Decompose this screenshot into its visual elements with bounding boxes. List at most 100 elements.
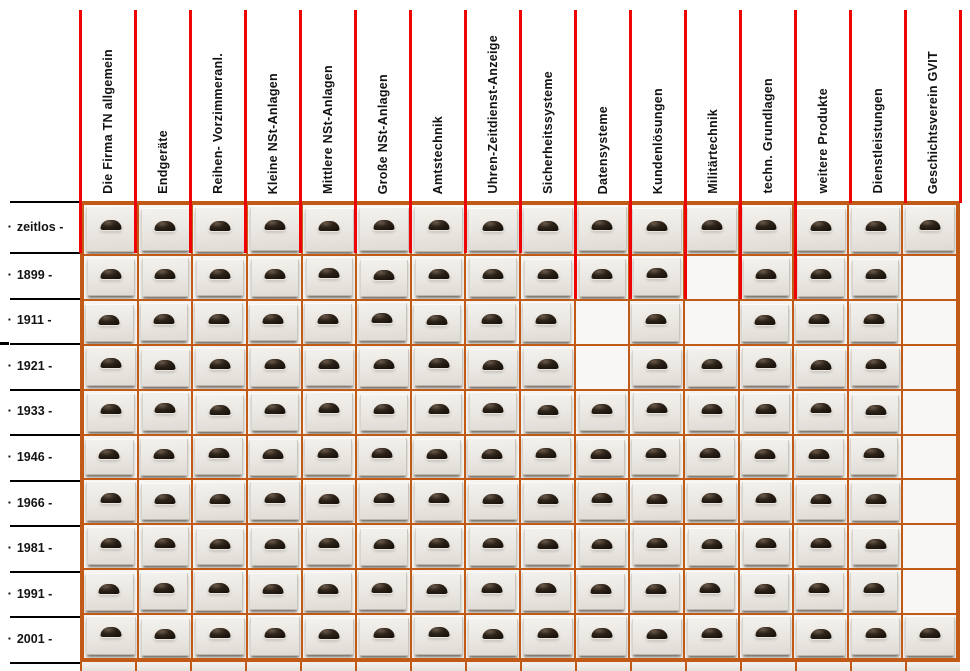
drawer-cell[interactable] (683, 569, 739, 615)
drawer-cell[interactable] (356, 479, 411, 525)
drawer-cell[interactable] (902, 614, 957, 659)
drawer-cell[interactable] (465, 299, 520, 345)
drawer-cell[interactable] (192, 299, 247, 345)
drawer-cell[interactable] (137, 524, 193, 570)
drawer-cell[interactable] (192, 255, 247, 300)
drawer-cell[interactable] (301, 389, 357, 435)
drawer-cell[interactable] (410, 255, 466, 300)
drawer-cell[interactable] (83, 569, 138, 615)
drawer-cell[interactable] (793, 389, 848, 435)
drawer-cell[interactable] (246, 389, 302, 435)
drawer-cell[interactable] (793, 204, 848, 255)
drawer-cell[interactable] (137, 434, 193, 480)
drawer-cell[interactable] (793, 614, 848, 659)
drawer-cell[interactable] (410, 614, 466, 659)
drawer-cell[interactable] (137, 344, 193, 390)
drawer-cell[interactable] (738, 524, 794, 570)
drawer-cell[interactable] (738, 434, 794, 480)
drawer-cell[interactable] (683, 524, 739, 570)
drawer-cell[interactable] (520, 569, 575, 615)
drawer-cell[interactable] (520, 299, 575, 345)
drawer-cell[interactable] (520, 479, 575, 525)
drawer-cell[interactable] (301, 344, 357, 390)
drawer-cell[interactable] (793, 434, 848, 480)
drawer-cell[interactable] (301, 479, 357, 525)
drawer-cell[interactable] (629, 614, 684, 659)
drawer-cell[interactable] (356, 344, 411, 390)
drawer-cell[interactable] (246, 344, 302, 390)
drawer-cell[interactable] (793, 344, 848, 390)
drawer-cell[interactable] (629, 255, 684, 300)
drawer-cell[interactable] (683, 344, 739, 390)
drawer-cell[interactable] (683, 614, 739, 659)
drawer-cell[interactable] (738, 569, 794, 615)
drawer-cell[interactable] (356, 389, 411, 435)
drawer-cell[interactable] (246, 524, 302, 570)
drawer-cell[interactable] (137, 389, 193, 435)
drawer-cell[interactable] (574, 255, 630, 300)
drawer-cell[interactable] (902, 204, 957, 255)
drawer-cell[interactable] (847, 344, 903, 390)
drawer-cell[interactable] (410, 479, 466, 525)
drawer-cell[interactable] (192, 389, 247, 435)
drawer-cell[interactable] (356, 524, 411, 570)
drawer-cell[interactable] (410, 434, 466, 480)
drawer-cell[interactable] (738, 344, 794, 390)
drawer-cell[interactable] (410, 204, 466, 255)
drawer-cell[interactable] (793, 299, 848, 345)
drawer-cell[interactable] (574, 434, 630, 480)
drawer-cell[interactable] (847, 204, 903, 255)
drawer-cell[interactable] (847, 255, 903, 300)
drawer-cell[interactable] (465, 255, 520, 300)
drawer-cell[interactable] (520, 524, 575, 570)
drawer-cell[interactable] (465, 614, 520, 659)
drawer-cell[interactable] (246, 299, 302, 345)
drawer-cell[interactable] (192, 569, 247, 615)
drawer-cell[interactable] (629, 299, 684, 345)
drawer-cell[interactable] (465, 344, 520, 390)
drawer-cell[interactable] (574, 614, 630, 659)
drawer-cell[interactable] (738, 204, 794, 255)
drawer-cell[interactable] (465, 389, 520, 435)
drawer-cell[interactable] (629, 479, 684, 525)
drawer-cell[interactable] (574, 479, 630, 525)
drawer-cell[interactable] (356, 569, 411, 615)
drawer-cell[interactable] (629, 389, 684, 435)
drawer-cell[interactable] (520, 389, 575, 435)
drawer-cell[interactable] (83, 434, 138, 480)
drawer-cell[interactable] (738, 614, 794, 659)
drawer-cell[interactable] (738, 255, 794, 300)
drawer-cell[interactable] (683, 479, 739, 525)
drawer-cell[interactable] (793, 479, 848, 525)
drawer-cell[interactable] (847, 434, 903, 480)
drawer-cell[interactable] (246, 255, 302, 300)
drawer-cell[interactable] (465, 204, 520, 255)
drawer-cell[interactable] (738, 299, 794, 345)
drawer-cell[interactable] (246, 434, 302, 480)
drawer-cell[interactable] (301, 255, 357, 300)
drawer-cell[interactable] (847, 479, 903, 525)
drawer-cell[interactable] (83, 614, 138, 659)
drawer-cell[interactable] (520, 614, 575, 659)
drawer-cell[interactable] (83, 204, 138, 255)
drawer-cell[interactable] (410, 344, 466, 390)
drawer-cell[interactable] (192, 344, 247, 390)
drawer-cell[interactable] (137, 614, 193, 659)
drawer-cell[interactable] (847, 389, 903, 435)
drawer-cell[interactable] (301, 299, 357, 345)
drawer-cell[interactable] (83, 299, 138, 345)
drawer-cell[interactable] (137, 204, 193, 255)
drawer-cell[interactable] (574, 389, 630, 435)
drawer-cell[interactable] (520, 434, 575, 480)
drawer-cell[interactable] (246, 569, 302, 615)
drawer-cell[interactable] (301, 569, 357, 615)
drawer-cell[interactable] (83, 479, 138, 525)
drawer-cell[interactable] (83, 255, 138, 300)
drawer-cell[interactable] (520, 255, 575, 300)
drawer-cell[interactable] (574, 569, 630, 615)
drawer-cell[interactable] (465, 524, 520, 570)
drawer-cell[interactable] (192, 434, 247, 480)
drawer-cell[interactable] (410, 524, 466, 570)
drawer-cell[interactable] (137, 255, 193, 300)
drawer-cell[interactable] (83, 344, 138, 390)
